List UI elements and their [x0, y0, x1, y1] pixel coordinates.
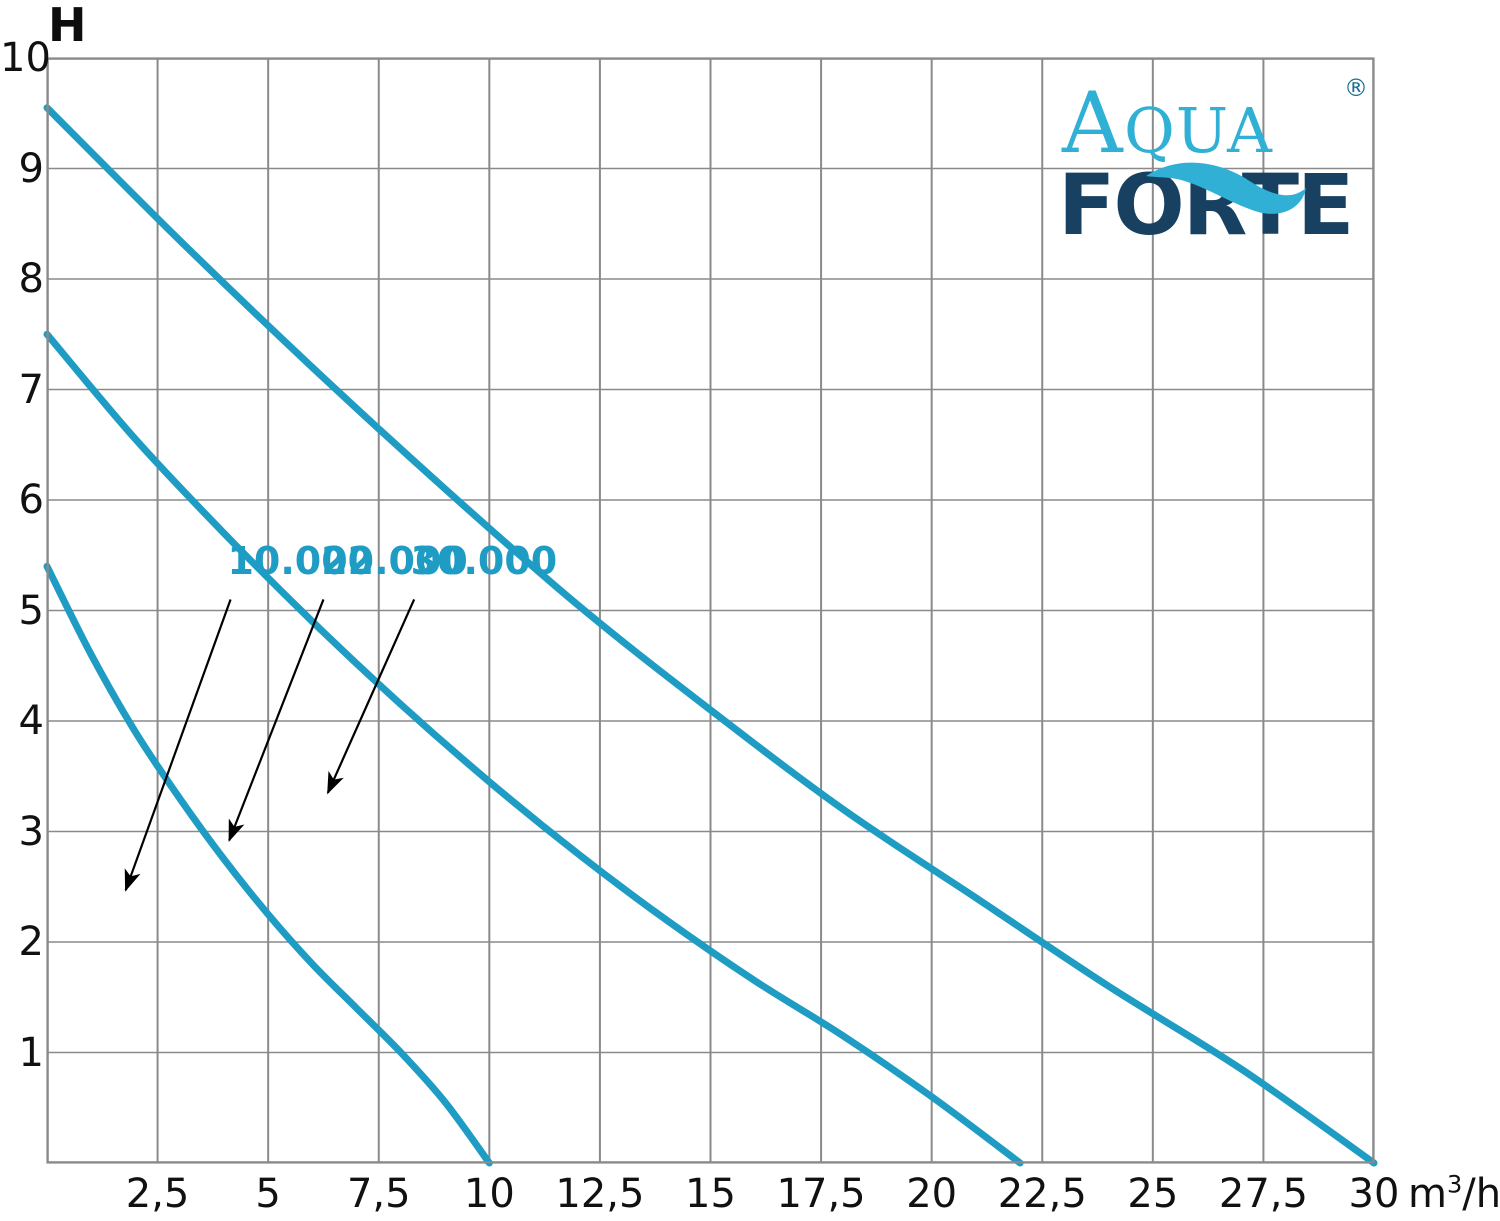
- y-tick-label: 8: [18, 256, 44, 302]
- y-tick-label: 4: [18, 698, 44, 744]
- x-axis-unit-label: m3/h: [1408, 1170, 1500, 1217]
- curve-22.000: [43, 330, 1024, 1167]
- chart-canvas: [43, 57, 1378, 1167]
- aquaforte-logo: A QUA ® FORTE: [1052, 66, 1390, 258]
- y-tick-label: 3: [18, 808, 44, 855]
- logo-registered-icon: ®: [1344, 74, 1368, 102]
- curve-label-22.000: 22.000: [321, 538, 468, 583]
- x-tick-label: 30: [1348, 1171, 1400, 1217]
- y-tick-label: 9: [18, 145, 44, 192]
- curve-30.000: [43, 104, 1378, 1167]
- curve-label-30.000: 30.000: [410, 538, 558, 583]
- logo-aqua-text: A: [1061, 74, 1124, 172]
- y-tick-label: 6: [18, 477, 44, 523]
- aquaforte-logo-svg: A QUA ® FORTE: [1058, 74, 1368, 254]
- annotation-arrows: [124, 599, 416, 892]
- y-tick-label: 5: [18, 587, 44, 634]
- x-tick-label: 25: [1127, 1171, 1179, 1217]
- x-tick-label: 7,5: [346, 1171, 411, 1217]
- gridlines: [47, 58, 1374, 1163]
- x-tick-label: 20: [906, 1171, 958, 1217]
- x-axis-unit-exponent: 3: [1446, 1170, 1463, 1199]
- x-tick-label: 2,5: [125, 1171, 190, 1217]
- data-curves: [43, 104, 1378, 1167]
- arrow-10.000: [124, 599, 232, 892]
- x-axis-unit-base: m: [1408, 1171, 1447, 1217]
- curve-10.000: [43, 562, 493, 1167]
- arrow-22.000: [228, 599, 325, 842]
- x-tick-label: 17,5: [776, 1171, 866, 1217]
- y-tick-label: 2: [18, 919, 44, 965]
- y-tick-label: 7: [18, 366, 44, 413]
- logo-wave-icon: [1146, 162, 1306, 214]
- x-tick-label: 5: [255, 1171, 281, 1217]
- x-tick-label: 27,5: [1218, 1171, 1308, 1217]
- x-tick-label: 12,5: [555, 1171, 645, 1217]
- logo-aqua-small-caps: QUA: [1124, 94, 1273, 167]
- x-tick-label: 22,5: [997, 1171, 1087, 1217]
- curve-label-10.000: 10.000: [227, 538, 375, 583]
- y-axis-title: H: [48, 0, 86, 52]
- y-tick-label: 10: [0, 35, 51, 81]
- x-tick-label: 15: [685, 1171, 736, 1217]
- x-axis-unit-tail: /h: [1462, 1171, 1500, 1217]
- plot-frame: [46, 57, 1375, 1164]
- x-tick-label: 10: [463, 1171, 515, 1217]
- arrow-30.000: [326, 599, 416, 795]
- y-tick-label: 1: [18, 1029, 44, 1076]
- plot-area: [43, 57, 1378, 1167]
